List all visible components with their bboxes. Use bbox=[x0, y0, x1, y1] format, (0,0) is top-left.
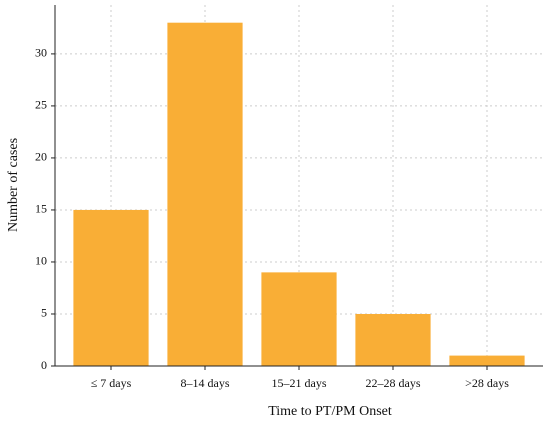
bar bbox=[355, 313, 431, 366]
bar bbox=[167, 22, 243, 366]
y-tick-label: 10 bbox=[35, 254, 47, 268]
y-tick-label: 5 bbox=[41, 306, 47, 320]
x-axis-title: Time to PT/PM Onset bbox=[268, 404, 392, 419]
y-axis-title: Number of cases bbox=[6, 138, 21, 232]
bar bbox=[261, 272, 337, 366]
x-tick-label: 15–21 days bbox=[272, 376, 327, 390]
x-tick-label: 22–28 days bbox=[366, 376, 421, 390]
y-tick-label: 20 bbox=[35, 150, 47, 164]
y-tick-label: 25 bbox=[35, 98, 47, 112]
x-tick-label: >28 days bbox=[465, 376, 509, 390]
bar bbox=[73, 209, 149, 366]
y-tick-label: 30 bbox=[35, 46, 47, 60]
x-tick-label: ≤ 7 days bbox=[91, 376, 132, 390]
y-tick-label: 15 bbox=[35, 202, 47, 216]
x-tick-label: 8–14 days bbox=[181, 376, 230, 390]
bar bbox=[449, 355, 525, 366]
y-tick-label: 0 bbox=[41, 358, 47, 372]
